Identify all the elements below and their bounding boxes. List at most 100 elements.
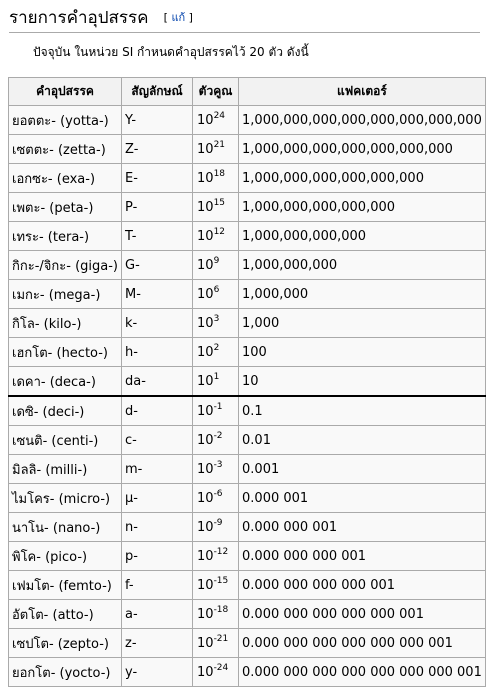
multiplier-exponent: -9 bbox=[213, 517, 223, 528]
factor-cell: 1,000,000,000,000,000,000 bbox=[238, 163, 486, 193]
multiplier-cell: 1021 bbox=[192, 134, 240, 164]
symbol-cell: k- bbox=[121, 308, 194, 338]
prefix-cell: เมกะ- (mega-) bbox=[7, 279, 123, 309]
prefix-cell: กิโล- (kilo-) bbox=[7, 308, 123, 338]
multiplier-base: 10 bbox=[197, 170, 214, 186]
factor-cell: 10 bbox=[238, 366, 486, 397]
factor-cell: 0.000 000 000 001 bbox=[238, 541, 486, 571]
header-prefix: คำอุปสรรค bbox=[7, 77, 123, 106]
symbol-cell: M- bbox=[121, 279, 194, 309]
multiplier-cell: 10-2 bbox=[192, 425, 240, 455]
table-row: เซนติ- (centi-) c- 10-2 0.01 bbox=[7, 425, 486, 455]
table-row: กิโล- (kilo-) k- 103 1,000 bbox=[7, 308, 486, 338]
table-row: เทระ- (tera-) T- 1012 1,000,000,000,000 bbox=[7, 221, 486, 251]
prefix-cell: พิโค- (pico-) bbox=[7, 541, 123, 571]
symbol-cell: y- bbox=[121, 657, 194, 687]
multiplier-base: 10 bbox=[197, 461, 214, 477]
multiplier-cell: 103 bbox=[192, 308, 240, 338]
section-heading: รายการคำอุปสรรค [ แก้ ] bbox=[9, 5, 480, 33]
multiplier-base: 10 bbox=[197, 199, 214, 215]
prefix-cell: ยอตตะ- (yotta-) bbox=[7, 105, 123, 135]
factor-cell: 0.000 001 bbox=[238, 483, 486, 513]
multiplier-exponent: -21 bbox=[213, 633, 229, 644]
multiplier-exponent: -15 bbox=[213, 575, 229, 586]
prefix-cell: อัตโต- (atto-) bbox=[7, 599, 123, 629]
multiplier-base: 10 bbox=[197, 315, 214, 331]
factor-cell: 0.000 000 000 000 000 000 001 bbox=[238, 628, 486, 658]
table-row: เฮกโต- (hecto-) h- 102 100 bbox=[7, 337, 486, 367]
table-row: เฟมโต- (femto-) f- 10-15 0.000 000 000 000 … bbox=[7, 570, 486, 600]
factor-cell: 1,000,000,000 bbox=[238, 250, 486, 280]
multiplier-base: 10 bbox=[197, 490, 214, 506]
factor-cell: 1,000,000,000,000,000,000,000 bbox=[238, 134, 486, 164]
multiplier-cell: 10-1 bbox=[192, 395, 240, 426]
multiplier-exponent: 18 bbox=[213, 168, 226, 179]
prefix-cell: มิลลิ- (milli-) bbox=[7, 454, 123, 484]
symbol-cell: Z- bbox=[121, 134, 194, 164]
prefix-cell: เอกซะ- (exa-) bbox=[7, 163, 123, 193]
prefix-cell: เฮกโต- (hecto-) bbox=[7, 337, 123, 367]
multiplier-cell: 10-15 bbox=[192, 570, 240, 600]
symbol-cell: f- bbox=[121, 570, 194, 600]
multiplier-cell: 106 bbox=[192, 279, 240, 309]
table-row: นาโน- (nano-) n- 10-9 0.000 000 001 bbox=[7, 512, 486, 542]
symbol-cell: n- bbox=[121, 512, 194, 542]
intro-text: ปัจจุบัน ในหน่วย SI กำหนดคำอุปสรรคไว้ 20… bbox=[33, 45, 309, 59]
multiplier-cell: 1018 bbox=[192, 163, 240, 193]
multiplier-exponent: 9 bbox=[213, 255, 220, 266]
multiplier-exponent: 15 bbox=[213, 197, 226, 208]
symbol-cell: m- bbox=[121, 454, 194, 484]
factor-cell: 0.001 bbox=[238, 454, 486, 484]
table-row: เซตตะ- (zetta-) Z- 1021 1,000,000,000,000,0… bbox=[7, 134, 486, 164]
edit-link[interactable]: แก้ bbox=[171, 11, 186, 24]
multiplier-exponent: -18 bbox=[213, 604, 229, 615]
multiplier-base: 10 bbox=[197, 373, 214, 389]
multiplier-cell: 10-24 bbox=[192, 657, 240, 687]
multiplier-exponent: 3 bbox=[213, 313, 220, 324]
multiplier-exponent: 24 bbox=[213, 110, 226, 121]
multiplier-base: 10 bbox=[197, 403, 214, 419]
multiplier-base: 10 bbox=[197, 635, 214, 651]
table-row: ไมโคร- (micro-) μ- 10-6 0.000 001 bbox=[7, 483, 486, 513]
prefix-cell: ไมโคร- (micro-) bbox=[7, 483, 123, 513]
multiplier-cell: 10-21 bbox=[192, 628, 240, 658]
multiplier-cell: 1015 bbox=[192, 192, 240, 222]
prefix-cell: เดซิ- (deci-) bbox=[7, 395, 123, 426]
multiplier-base: 10 bbox=[197, 141, 214, 157]
multiplier-cell: 101 bbox=[192, 366, 240, 397]
multiplier-cell: 10-6 bbox=[192, 483, 240, 513]
multiplier-exponent: 21 bbox=[213, 139, 226, 150]
factor-cell: 0.01 bbox=[238, 425, 486, 455]
prefix-cell: เพตะ- (peta-) bbox=[7, 192, 123, 222]
factor-cell: 0.000 000 001 bbox=[238, 512, 486, 542]
multiplier-cell: 1024 bbox=[192, 105, 240, 135]
table-row: ยอตตะ- (yotta-) Y- 1024 1,000,000,000,000,0… bbox=[7, 105, 486, 135]
symbol-cell: E- bbox=[121, 163, 194, 193]
multiplier-base: 10 bbox=[197, 257, 214, 273]
multiplier-base: 10 bbox=[197, 344, 214, 360]
table-row: กิกะ-/จิกะ- (giga-) G- 109 1,000,000,000 bbox=[7, 250, 486, 280]
table-row: ยอกโต- (yocto-) y- 10-24 0.000 000 000 000 … bbox=[7, 657, 486, 687]
factor-cell: 0.000 000 000 000 001 bbox=[238, 570, 486, 600]
multiplier-base: 10 bbox=[197, 606, 214, 622]
symbol-cell: p- bbox=[121, 541, 194, 571]
prefix-cell: เซนติ- (centi-) bbox=[7, 425, 123, 455]
prefix-cell: ยอกโต- (yocto-) bbox=[7, 657, 123, 687]
multiplier-exponent: -6 bbox=[213, 488, 223, 499]
factor-cell: 1,000,000 bbox=[238, 279, 486, 309]
symbol-cell: c- bbox=[121, 425, 194, 455]
factor-cell: 0.000 000 000 000 000 001 bbox=[238, 599, 486, 629]
prefix-cell: กิกะ-/จิกะ- (giga-) bbox=[7, 250, 123, 280]
symbol-cell: z- bbox=[121, 628, 194, 658]
prefix-cell: เฟมโต- (femto-) bbox=[7, 570, 123, 600]
multiplier-cell: 1012 bbox=[192, 221, 240, 251]
factor-cell: 1,000,000,000,000,000 bbox=[238, 192, 486, 222]
multiplier-base: 10 bbox=[197, 228, 214, 244]
table-row: เพตะ- (peta-) P- 1015 1,000,000,000,000,000 bbox=[7, 192, 486, 222]
header-symbol: สัญลักษณ์ bbox=[121, 77, 194, 106]
table-row: เอกซะ- (exa-) E- 1018 1,000,000,000,000,000… bbox=[7, 163, 486, 193]
multiplier-cell: 109 bbox=[192, 250, 240, 280]
edit-section: [ แก้ ] bbox=[163, 11, 193, 24]
multiplier-base: 10 bbox=[197, 286, 214, 302]
prefix-cell: เซปโต- (zepto-) bbox=[7, 628, 123, 658]
